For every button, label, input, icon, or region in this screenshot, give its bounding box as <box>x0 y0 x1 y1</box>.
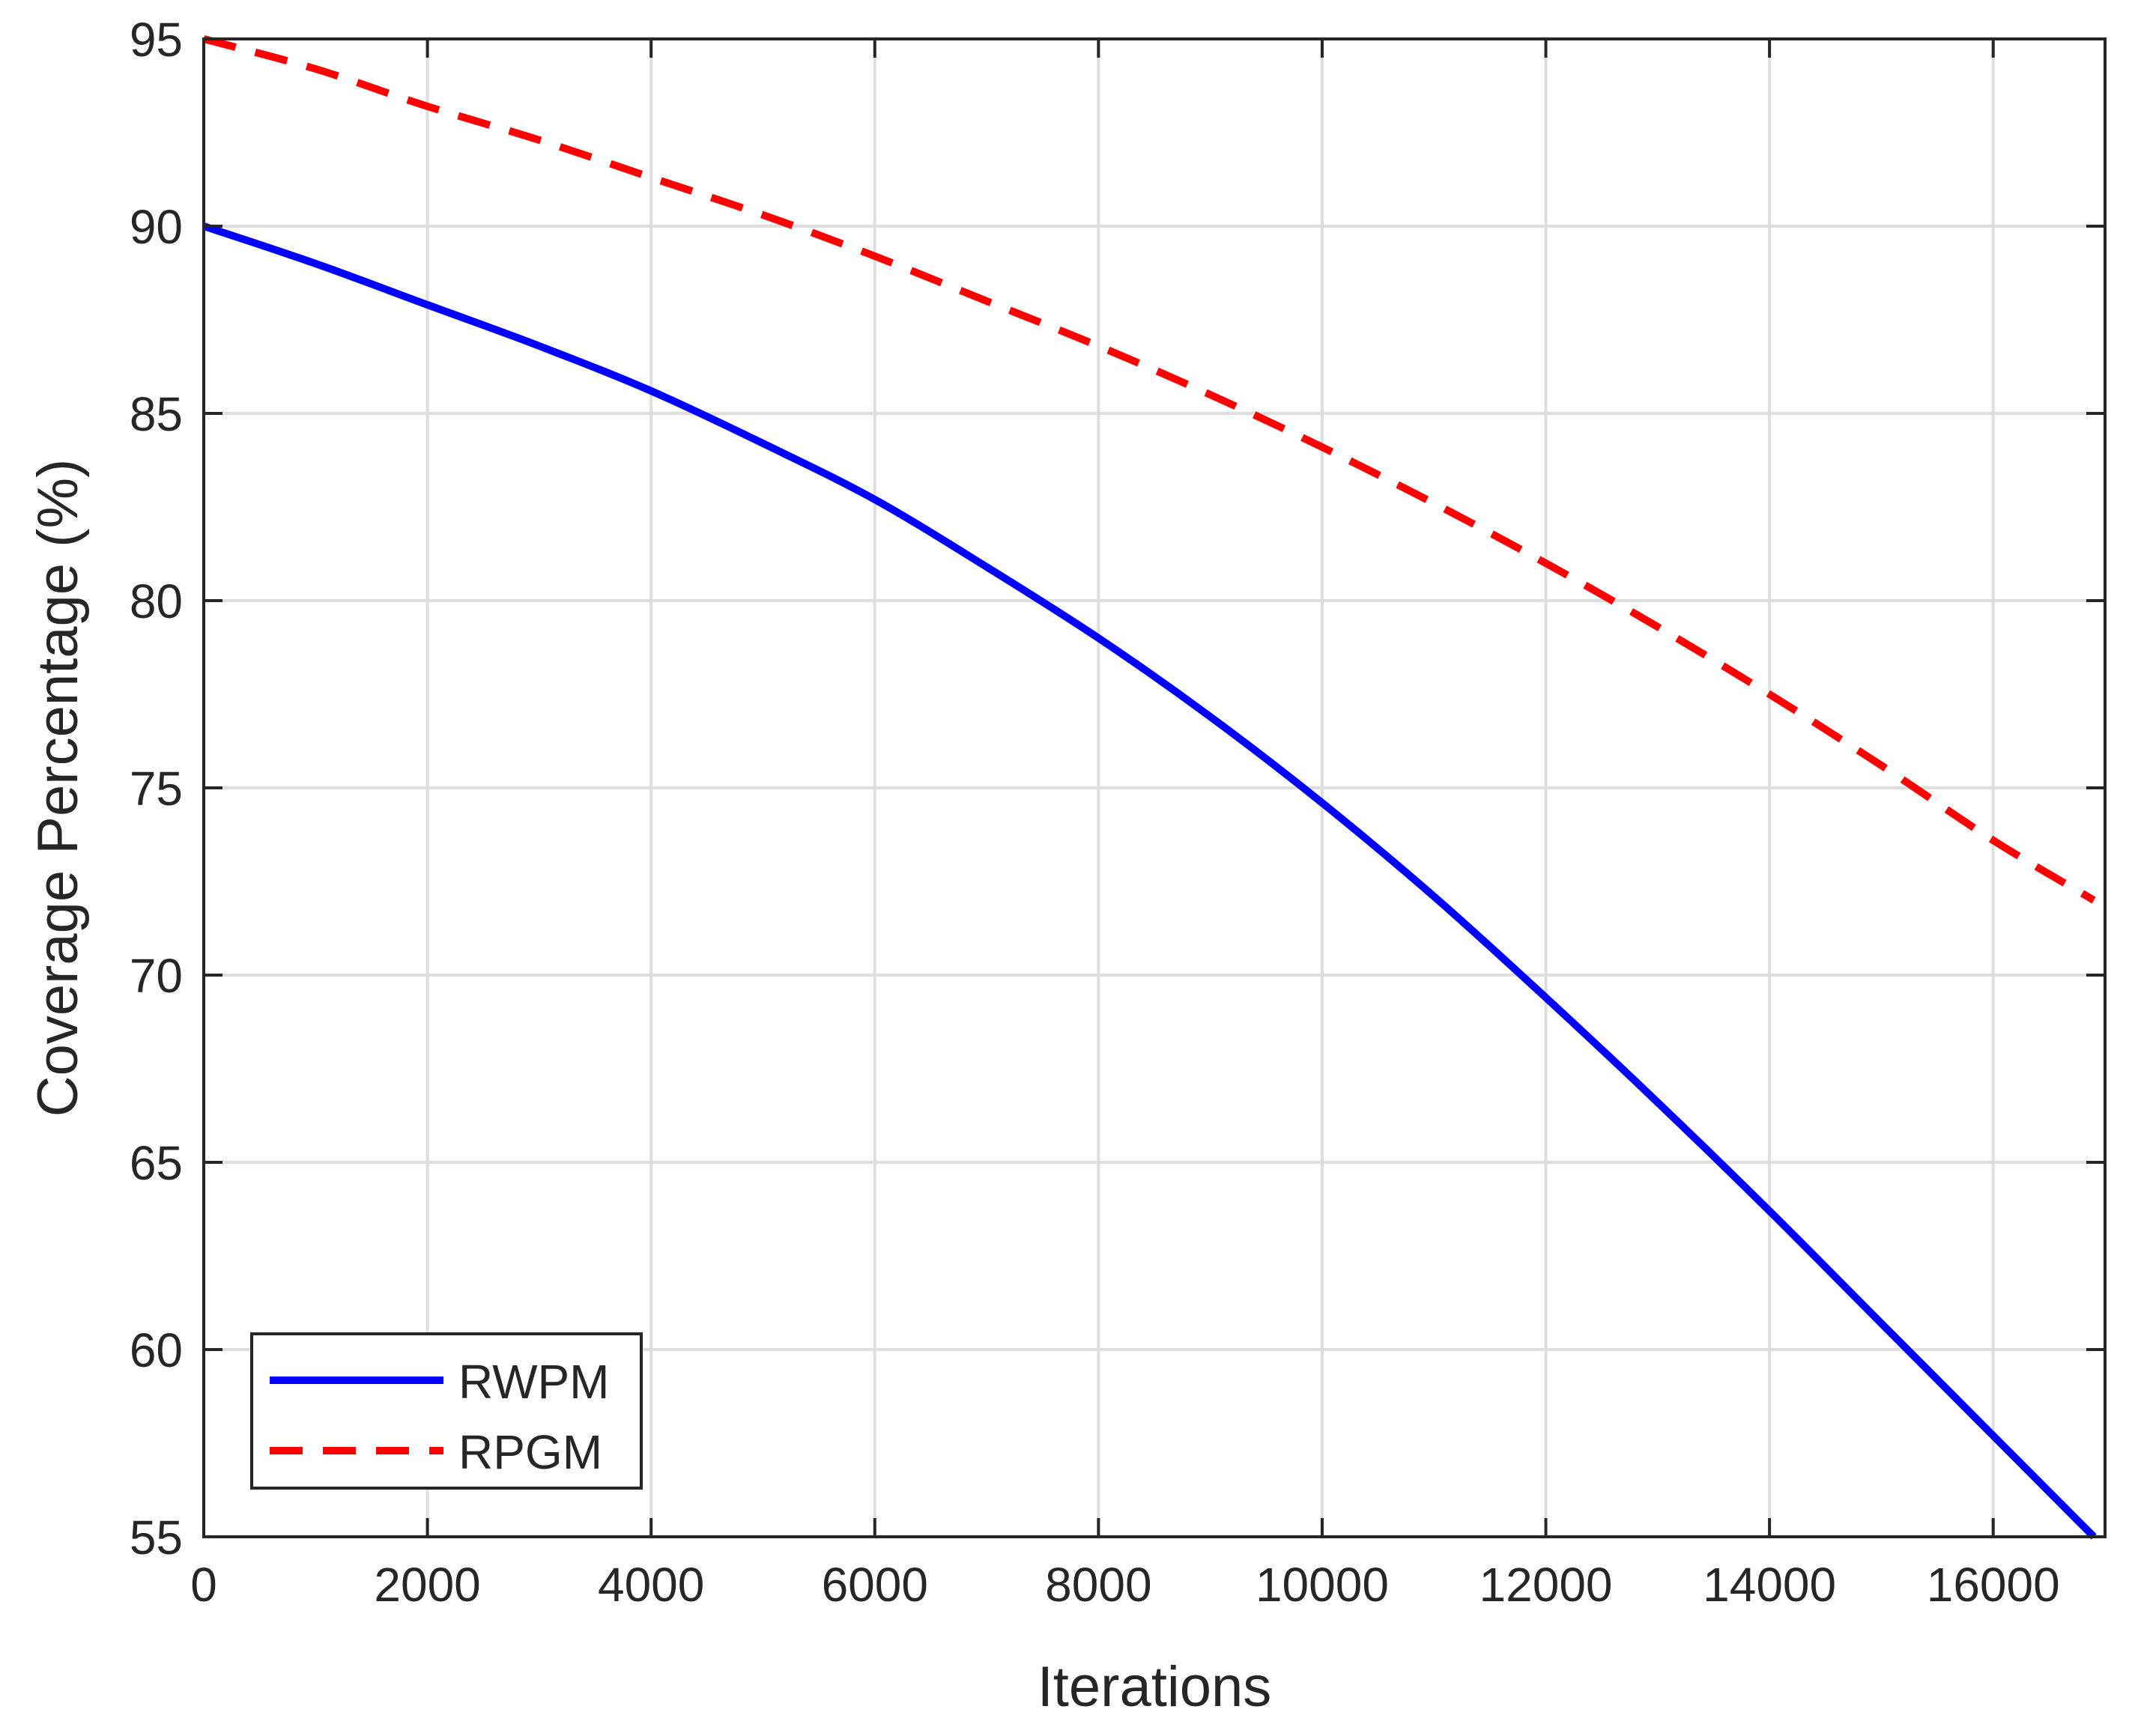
x-tick-label: 4000 <box>598 1558 704 1612</box>
legend: RWPM RPGM <box>250 1332 643 1490</box>
grid-lines <box>202 37 2105 1538</box>
series-line-rpgm <box>202 35 2096 904</box>
y-tick-labels: 55 60 65 70 75 80 85 90 95 <box>130 13 183 1564</box>
y-tick-label: 55 <box>130 1511 183 1564</box>
y-axis-label: Coverage Percentage (%) <box>26 459 90 1117</box>
x-tick-label: 14000 <box>1703 1558 1836 1612</box>
legend-label-rwpm: RWPM <box>458 1355 609 1409</box>
x-tick-label: 0 <box>190 1558 217 1612</box>
x-axis-label: Iterations <box>1038 1655 1272 1719</box>
y-tick-label: 75 <box>130 762 183 816</box>
series-lines <box>202 35 2097 1540</box>
y-tick-label: 80 <box>130 574 183 628</box>
x-tick-label: 8000 <box>1045 1558 1151 1612</box>
x-tick-labels: 0 2000 4000 6000 8000 10000 12000 14000 16000 <box>190 1558 2059 1612</box>
x-tick-label: 10000 <box>1256 1558 1389 1612</box>
x-tick-label: 6000 <box>822 1558 928 1612</box>
y-tick-label: 65 <box>130 1136 183 1190</box>
legend-box <box>250 1332 643 1490</box>
y-tick-label: 90 <box>130 200 183 254</box>
series-line-rwpm <box>202 222 2097 1540</box>
y-tick-label: 95 <box>130 13 183 67</box>
y-tick-label: 60 <box>130 1323 183 1377</box>
x-tick-label: 16000 <box>1927 1558 2060 1612</box>
y-tick-label: 70 <box>130 949 183 1003</box>
x-tick-label: 12000 <box>1480 1558 1613 1612</box>
axis-ticks <box>202 37 2105 1538</box>
x-tick-label: 2000 <box>374 1558 480 1612</box>
legend-label-rpgm: RPGM <box>458 1425 602 1479</box>
y-tick-label: 85 <box>130 387 183 441</box>
